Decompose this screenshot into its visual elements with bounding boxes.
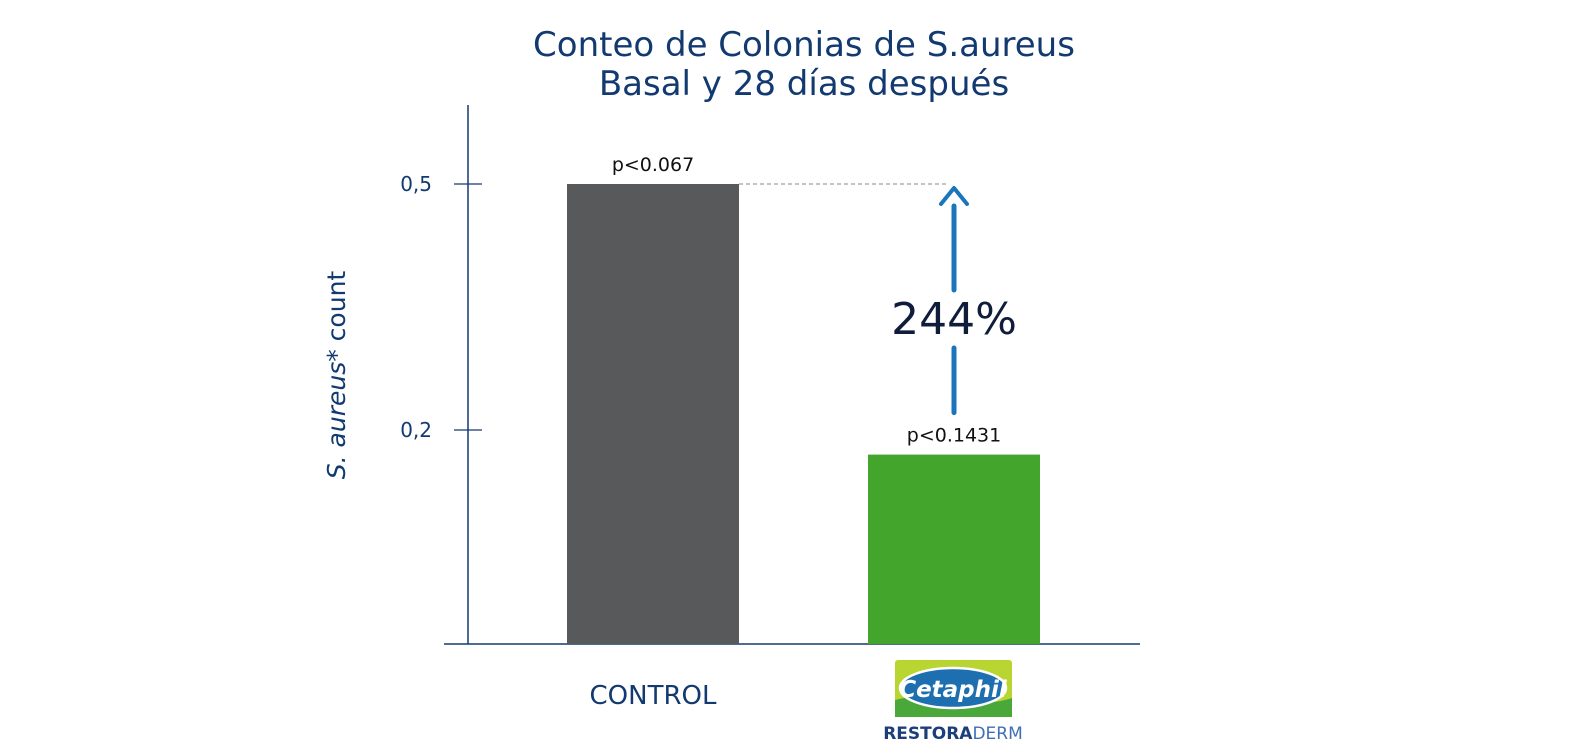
y-axis-label-rest: * count [322,271,351,362]
logo-name: Cetaphil [899,677,1008,703]
logo-subtitle: RESTORADERM [883,724,1023,744]
chart-title-line-2: Basal y 28 días después [599,64,1009,104]
y-tick-label-0: 0,5 [400,172,432,196]
bar-1 [868,454,1040,644]
bars: p<0.067 p<0.1431 [567,154,1040,644]
chart-title-line-1: Conteo de Colonias de S.aureus [533,25,1075,65]
category-label-control: CONTROL [590,681,717,711]
increase-arrow [939,186,969,416]
y-tick-label-1: 0,2 [400,418,432,442]
logo-oval [898,666,1008,710]
percent-annotation: 244% [891,294,1017,345]
bar-0 [567,184,739,644]
y-ticks: 0,5 0,2 [400,172,482,442]
cetaphil-logo: Cetaphil RESTORADERM [883,660,1023,744]
y-axis-label: S. aureus* count [322,271,351,480]
arrow-head [939,186,969,206]
bar-label-1: p<0.1431 [907,425,1001,447]
bar-label-0: p<0.067 [612,154,694,176]
logo-subtitle-bold: RESTORA [883,724,973,744]
logo-subtitle-light: DERM [972,724,1022,744]
y-axis-label-italic: S. aureus [322,362,351,479]
